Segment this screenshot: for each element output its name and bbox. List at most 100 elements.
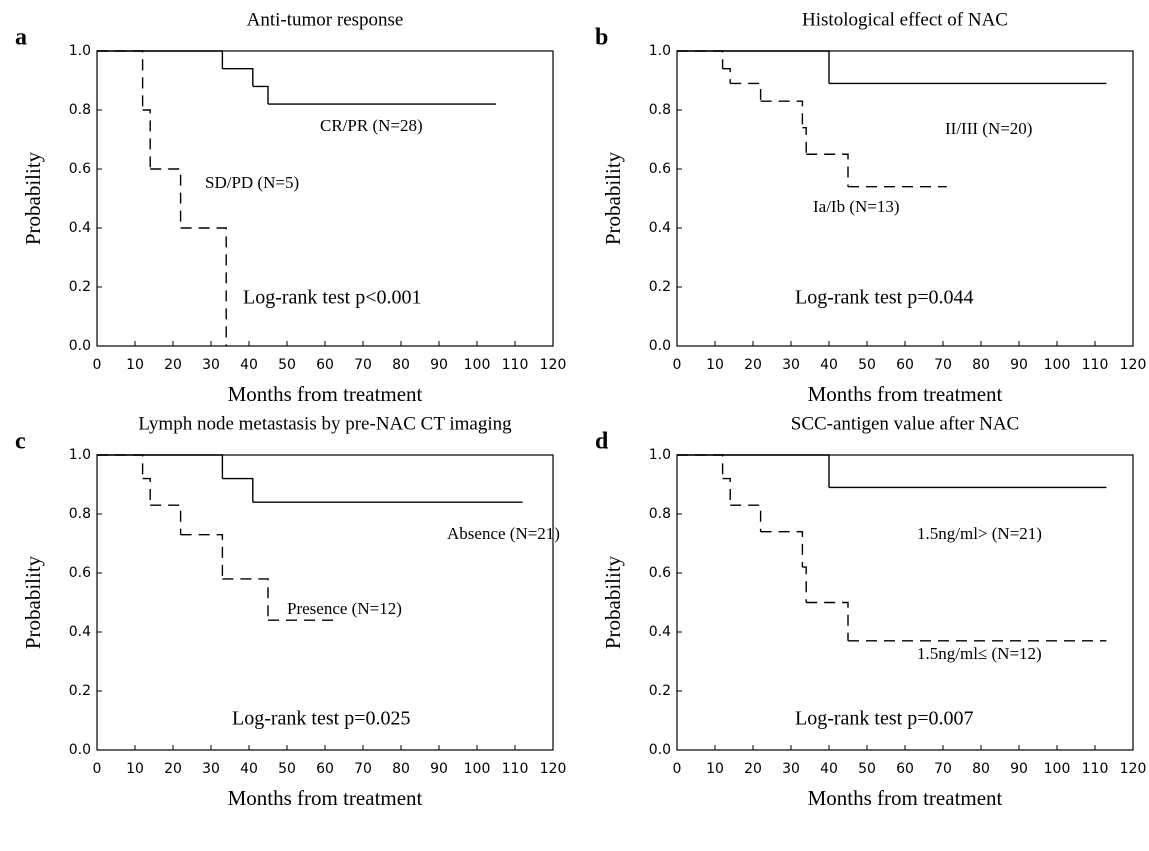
y-tick-label: 0.8 — [69, 506, 91, 522]
survival-step — [760, 531, 804, 568]
x-tick-label: 80 — [972, 357, 990, 373]
panel-letter: b — [595, 25, 608, 51]
y-tick-label: 1.0 — [69, 43, 91, 59]
x-tick-label: 40 — [820, 357, 838, 373]
x-tick-label: 30 — [202, 761, 220, 777]
survival-step — [222, 68, 254, 87]
y-tick-label: 0.4 — [649, 220, 671, 236]
panel-title: Histological effect of NAC — [802, 9, 1008, 30]
panel-title: SCC-antigen value after NAC — [791, 413, 1019, 434]
x-tick-label: 10 — [706, 357, 724, 373]
survival-step — [802, 127, 807, 155]
x-tick-label: 110 — [502, 761, 529, 777]
series-label: Ia/Ib (N=13) — [813, 197, 900, 216]
y-tick-label: 0.2 — [649, 683, 671, 699]
x-tick-label: 120 — [540, 761, 567, 777]
x-tick-label: 10 — [706, 761, 724, 777]
x-tick-label: 50 — [278, 357, 296, 373]
x-tick-label: 20 — [164, 761, 182, 777]
x-tick-label: 90 — [1010, 761, 1028, 777]
y-tick-label: 0.8 — [69, 102, 91, 118]
series-label: Presence (N=12) — [287, 599, 402, 618]
y-tick-label: 1.0 — [649, 43, 671, 59]
x-tick-label: 100 — [464, 761, 491, 777]
y-tick-label: 0.6 — [649, 565, 671, 581]
x-tick-label: 40 — [240, 761, 258, 777]
series-label: II/III (N=20) — [945, 119, 1032, 138]
x-tick-label: 70 — [934, 761, 952, 777]
survival-step — [806, 153, 849, 187]
survival-step — [97, 50, 144, 110]
y-tick-label: 0.6 — [649, 161, 671, 177]
survival-step — [222, 578, 269, 621]
survival-step — [760, 100, 804, 128]
x-tick-label: 100 — [464, 357, 491, 373]
y-tick-label: 0.0 — [649, 742, 671, 758]
survival-step — [180, 533, 224, 579]
x-tick-label: 0 — [673, 357, 682, 373]
survival-step — [677, 50, 724, 69]
survival-step — [722, 68, 731, 84]
survival-step — [677, 50, 830, 84]
x-tick-label: 120 — [540, 357, 567, 373]
x-tick-label: 70 — [934, 357, 952, 373]
x-axis-label: Months from treatment — [808, 786, 1003, 810]
survival-step — [142, 477, 151, 506]
x-tick-label: 90 — [1010, 357, 1028, 373]
annotation: Log-rank test p=0.044 — [795, 287, 973, 309]
y-tick-label: 0.0 — [69, 742, 91, 758]
survival-step — [722, 477, 731, 506]
x-tick-label: 60 — [896, 357, 914, 373]
panel-title: Anti-tumor response — [247, 9, 404, 30]
survival-step — [150, 504, 182, 535]
y-tick-label: 1.0 — [69, 447, 91, 463]
x-tick-label: 40 — [820, 761, 838, 777]
y-axis-label: Probability — [21, 151, 45, 245]
y-tick-label: 0.4 — [69, 220, 91, 236]
annotation: Log-rank test p=0.007 — [795, 708, 973, 730]
y-axis-label: Probability — [21, 555, 45, 649]
x-tick-label: 80 — [392, 761, 410, 777]
x-axis-label: Months from treatment — [228, 786, 423, 810]
x-tick-label: 0 — [93, 357, 102, 373]
x-tick-label: 120 — [1120, 761, 1147, 777]
survival-step — [180, 227, 227, 346]
y-tick-label: 0.8 — [649, 102, 671, 118]
survival-step — [677, 454, 724, 479]
survival-step — [222, 477, 254, 503]
plot-frame — [676, 454, 1134, 751]
annotation: Log-rank test p<0.001 — [243, 287, 421, 309]
x-tick-label: 30 — [782, 761, 800, 777]
x-tick-label: 0 — [673, 761, 682, 777]
series-label: CR/PR (N=28) — [320, 116, 423, 135]
x-tick-label: 60 — [896, 761, 914, 777]
x-tick-label: 30 — [202, 357, 220, 373]
survival-step — [730, 504, 762, 532]
x-tick-label: 50 — [278, 761, 296, 777]
panel-letter: d — [595, 429, 609, 455]
series-label: 1.5ng/ml> (N=21) — [917, 524, 1042, 543]
annotation: Log-rank test p=0.025 — [232, 708, 410, 730]
y-tick-label: 1.0 — [649, 447, 671, 463]
x-tick-label: 110 — [502, 357, 529, 373]
x-tick-label: 70 — [354, 761, 372, 777]
survival-step — [97, 454, 144, 479]
x-tick-label: 20 — [744, 761, 762, 777]
survival-step — [677, 454, 830, 488]
y-tick-label: 0.0 — [649, 338, 671, 354]
survival-step — [150, 168, 182, 228]
x-tick-label: 90 — [430, 761, 448, 777]
panel-letter: a — [15, 25, 27, 51]
survival-step — [730, 82, 762, 102]
x-tick-label: 50 — [858, 357, 876, 373]
x-tick-label: 110 — [1082, 357, 1109, 373]
y-tick-label: 0.6 — [69, 565, 91, 581]
y-axis-label: Probability — [601, 151, 625, 245]
x-tick-label: 80 — [972, 761, 990, 777]
series-label: SD/PD (N=5) — [205, 173, 299, 192]
y-tick-label: 0.0 — [69, 338, 91, 354]
survival-step — [97, 454, 224, 479]
x-tick-label: 90 — [430, 357, 448, 373]
panel-letter: c — [15, 429, 26, 455]
